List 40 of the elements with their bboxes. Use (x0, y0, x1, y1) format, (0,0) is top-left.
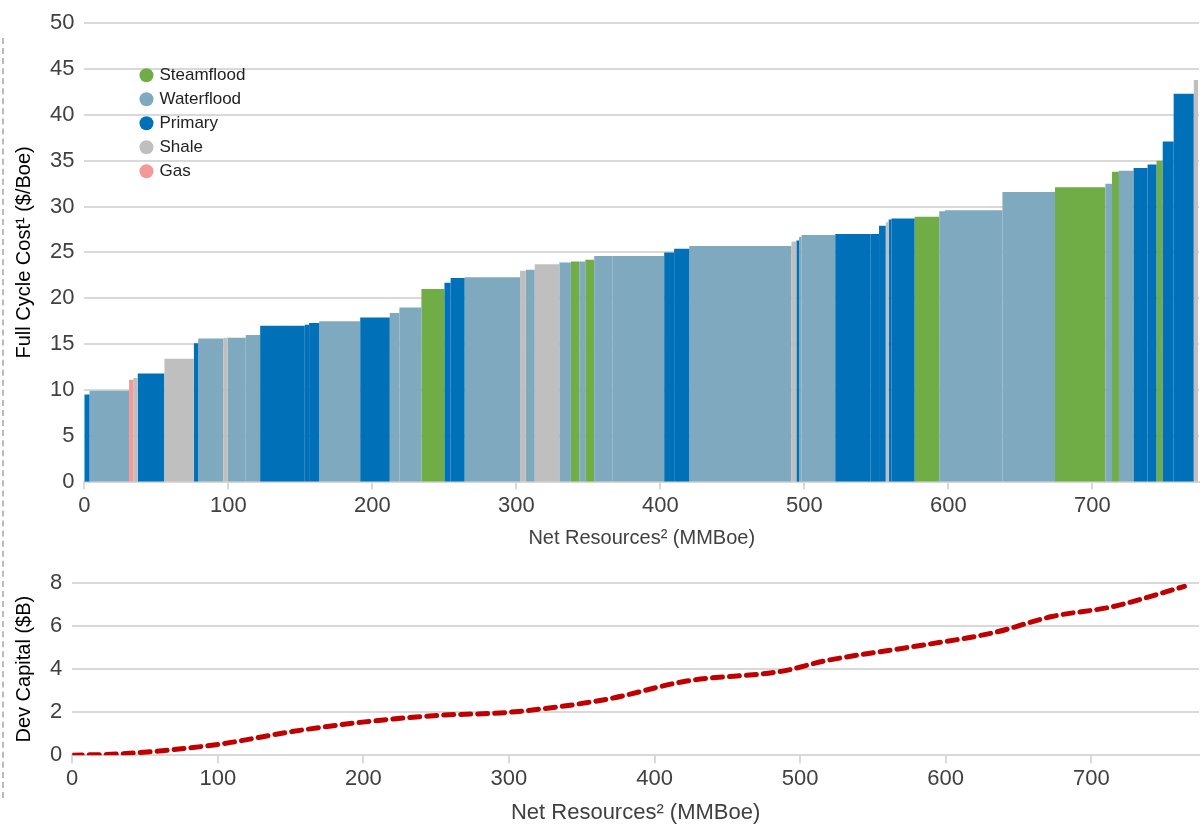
y-tick-label: 10 (49, 375, 75, 401)
y-tick-label: 6 (49, 612, 63, 638)
x-tick-label: 700 (1072, 765, 1110, 791)
y-axis-title: Full Cycle Cost¹ ($/Boe) (11, 146, 34, 359)
y-tick-label: 30 (49, 192, 75, 218)
y-tick-label: 45 (49, 55, 75, 81)
x-tick-label: 700 (1074, 491, 1111, 517)
x-tick-label: 400 (642, 491, 679, 517)
x-axis-title: Net Resources² (MMBoe) (510, 798, 761, 824)
x-tick-label: 600 (927, 765, 965, 791)
x-axis-title: Net Resources² (MMBoe) (528, 525, 756, 548)
x-tick-label: 500 (786, 491, 823, 517)
y-tick-label: 35 (49, 146, 75, 172)
x-tick-label: 300 (498, 491, 535, 517)
legend-label: Primary (159, 112, 219, 132)
x-tick-label: 100 (199, 765, 237, 791)
x-tick-label: 400 (636, 765, 673, 791)
x-tick-label: 300 (490, 765, 528, 791)
legend-label: Waterflood (159, 88, 242, 108)
y-tick-label: 25 (49, 238, 75, 264)
legend-label: Shale (159, 136, 203, 156)
y-axis-title: Dev Capital ($B) (11, 595, 34, 743)
y-tick-label: 4 (49, 655, 63, 681)
x-tick-label: 200 (345, 765, 382, 791)
x-tick-label: 0 (78, 491, 91, 517)
y-tick-label: 50 (49, 9, 75, 35)
y-tick-label: 8 (49, 569, 63, 595)
x-tick-label: 500 (781, 765, 819, 791)
y-tick-label: 40 (49, 100, 75, 126)
y-tick-label: 5 (62, 421, 75, 447)
y-tick-label: 0 (49, 741, 63, 767)
x-tick-label: 600 (930, 491, 967, 517)
legend-label: Gas (159, 160, 191, 180)
y-tick-label: 2 (49, 698, 63, 724)
legend-label: Steamflood (159, 64, 246, 84)
x-tick-label: 200 (354, 491, 391, 517)
y-tick-label: 20 (49, 284, 75, 310)
x-tick-label: 100 (210, 491, 247, 517)
y-tick-label: 0 (62, 467, 75, 493)
y-tick-label: 15 (49, 330, 75, 356)
